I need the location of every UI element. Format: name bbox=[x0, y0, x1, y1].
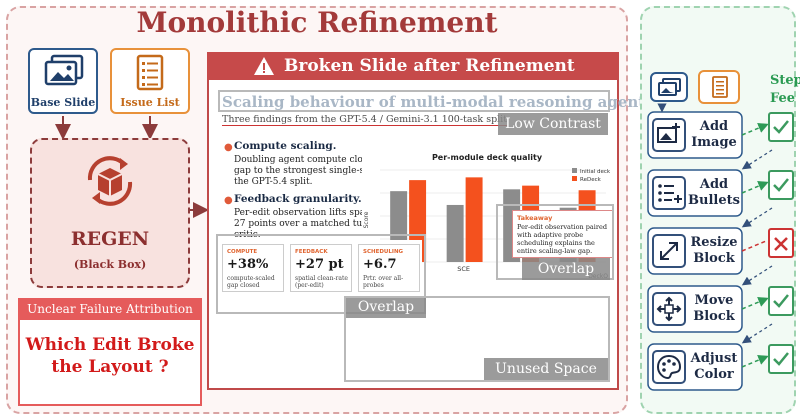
overlap-tag-left: Overlap bbox=[346, 296, 426, 318]
list-icon bbox=[136, 54, 164, 91]
metric-card: COMPUTE +38% compute-scaled gap closed bbox=[222, 244, 284, 292]
bullet-1-head: Compute scaling. bbox=[234, 140, 337, 152]
card-label: SCHEDULING bbox=[363, 249, 404, 255]
card-desc: Prtr. over all-probes bbox=[363, 275, 404, 289]
metric-cards: COMPUTE +38% compute-scaled gap closed F… bbox=[222, 240, 422, 298]
list-icon bbox=[712, 76, 728, 98]
list-add-icon bbox=[652, 176, 686, 210]
bullet-1-body: Doubling agent compute closes 38 % of th… bbox=[234, 155, 434, 187]
chart-legend-label: ReDeck bbox=[580, 177, 602, 183]
resize-icon bbox=[652, 234, 686, 268]
regen-subtitle: (Black Box) bbox=[73, 258, 147, 271]
warning-icon bbox=[254, 57, 274, 75]
takeaway-text: Per-edit observation paired with adaptiv… bbox=[517, 223, 607, 255]
base-slide-label: Base Slide bbox=[30, 96, 96, 109]
overlap-frame-left bbox=[216, 234, 426, 314]
chart-bar bbox=[446, 204, 464, 262]
feedback-pass-icon bbox=[768, 286, 794, 316]
unclear-attribution-text: Which Edit Broke the Layout ? bbox=[25, 335, 195, 377]
bullet-dot: ● bbox=[224, 142, 233, 153]
image-plus-icon bbox=[652, 118, 686, 152]
metric-card: SCHEDULING +6.7 Prtr. over all-probes bbox=[358, 244, 420, 292]
low-contrast-tag: Low Contrast bbox=[498, 113, 608, 135]
regen-title: REGEN bbox=[70, 228, 150, 250]
unused-space-frame bbox=[344, 296, 610, 382]
edit-move-block-label: Move Block bbox=[693, 293, 735, 324]
base-slide-box: Base Slide bbox=[28, 48, 98, 114]
edit-add-bullets-label: Add Bullets bbox=[688, 177, 740, 208]
stepwise-title: Step Fee bbox=[770, 72, 800, 108]
chart-legend: Initial deck ReDeck bbox=[572, 168, 611, 183]
chart-bar bbox=[465, 177, 483, 262]
slides-icon bbox=[658, 78, 681, 96]
feedback-pass-icon bbox=[768, 170, 794, 200]
broken-slide-header bbox=[207, 52, 619, 80]
issue-list-mini bbox=[698, 70, 740, 104]
card-label: FEEDBACK bbox=[295, 249, 328, 255]
package-cycle-icon bbox=[87, 156, 133, 206]
feedback-pass-icon bbox=[768, 344, 794, 374]
broken-slide-title: Broken Slide after Refinement bbox=[284, 56, 575, 76]
base-slide-mini bbox=[650, 72, 688, 102]
metric-card: FEEDBACK +27 pt spatial clean-rate (per-… bbox=[290, 244, 352, 292]
takeaway-title: Takeaway bbox=[517, 214, 553, 222]
card-value: +27 pt bbox=[295, 257, 344, 272]
edit-adjust-color-label: Adjust Color bbox=[690, 351, 738, 382]
move-icon bbox=[652, 292, 686, 326]
stepwise-title-line1: Step bbox=[770, 73, 800, 88]
card-value: +38% bbox=[227, 257, 269, 272]
overlap-tag-right: Overlap bbox=[522, 258, 610, 280]
slides-icon bbox=[44, 54, 84, 86]
unused-space-tag: Unused Space bbox=[484, 358, 608, 380]
slide-subtitle: Three findings from the GPT-5.4 / Gemini… bbox=[222, 114, 508, 126]
card-label: COMPUTE bbox=[227, 249, 258, 255]
chart-legend-label: Initial deck bbox=[580, 169, 611, 175]
chart-ylabel: Score bbox=[363, 211, 370, 228]
panel-title: Monolithic Refinement bbox=[136, 6, 498, 39]
card-value: +6.7 bbox=[363, 257, 397, 272]
bullet-2-head: Feedback granularity. bbox=[234, 193, 362, 205]
chart-title: Per-module deck quality bbox=[432, 153, 543, 162]
issue-list-box: Issue List bbox=[110, 48, 190, 114]
card-desc: compute-scaled gap closed bbox=[227, 275, 275, 289]
unclear-attribution-title: Unclear Failure Attribution bbox=[18, 298, 202, 320]
edit-resize-block-label: Resize Block bbox=[690, 235, 738, 266]
card-desc: spatial clean-rate (per-edit) bbox=[295, 275, 348, 289]
low-contrast-frame bbox=[218, 90, 610, 112]
regen-box: REGEN (Black Box) bbox=[30, 138, 190, 288]
takeaway-box: Takeaway Per-edit observation paired wit… bbox=[512, 210, 614, 258]
bullet-dot: ● bbox=[224, 195, 233, 206]
issue-list-label: Issue List bbox=[120, 96, 180, 109]
slide-title: Scaling behaviour of multi-modal reasoni… bbox=[222, 93, 654, 111]
edit-add-image-label: Add Image bbox=[691, 119, 737, 150]
chart-xtick-label: SCE bbox=[457, 265, 470, 273]
feedback-fail-icon bbox=[768, 228, 794, 258]
chart-legend-swatch bbox=[572, 176, 577, 181]
palette-icon bbox=[652, 350, 686, 384]
chart-legend-swatch bbox=[572, 168, 577, 173]
feedback-pass-icon bbox=[768, 112, 794, 142]
stepwise-title-line2: Fee bbox=[770, 91, 796, 106]
